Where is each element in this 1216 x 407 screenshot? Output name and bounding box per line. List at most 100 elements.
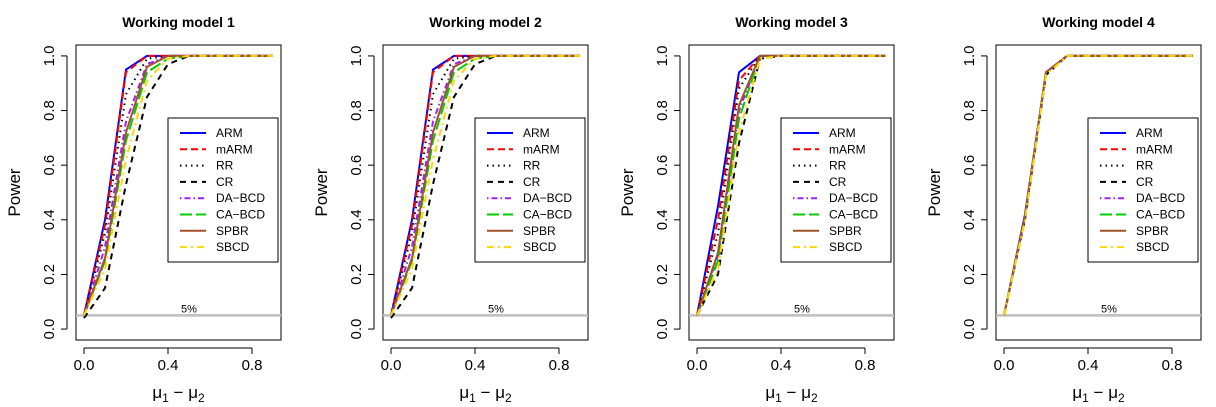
- reference-label: 5%: [1101, 303, 1117, 315]
- y-tick-label: 0.0: [41, 319, 58, 340]
- series-line-sbcd: [696, 54, 886, 316]
- series-line-spbr: [83, 54, 273, 316]
- y-axis-label: Power: [5, 168, 24, 217]
- x-axis-label: μ1 − μ2: [152, 383, 205, 405]
- plot-frame: [75, 44, 282, 341]
- y-axis-label: Power: [925, 168, 944, 217]
- y-tick-label: 0.4: [348, 209, 365, 230]
- legend-entry: ARM: [1136, 126, 1163, 140]
- legend-entry: CA−BCD: [216, 208, 265, 222]
- x-tick-label: 0.4: [1078, 357, 1099, 374]
- reference-label: 5%: [181, 303, 197, 315]
- plot-frame: [995, 44, 1202, 341]
- y-tick-label: 1.0: [348, 45, 365, 66]
- legend-box: [1087, 117, 1199, 263]
- panel-title: Working model 4: [1042, 14, 1155, 30]
- legend-entry: ARM: [829, 126, 856, 140]
- y-tick-label: 0.2: [654, 264, 671, 285]
- x-tick-label: 0.8: [549, 357, 570, 374]
- x-axis-label: μ1 − μ2: [1072, 383, 1125, 405]
- legend-entry: DA−BCD: [523, 191, 572, 205]
- legend-entry: mARM: [829, 142, 866, 156]
- legend-entry: DA−BCD: [829, 191, 878, 205]
- panel-title: Working model 1: [122, 14, 235, 30]
- series-line-sbcd: [83, 54, 273, 316]
- y-tick-label: 0.6: [961, 155, 978, 176]
- legend-entry: SBCD: [1136, 240, 1170, 254]
- legend-entry: ARM: [216, 126, 243, 140]
- x-tick-label: 0.0: [381, 357, 402, 374]
- x-tick-label: 0.4: [158, 357, 179, 374]
- legend-entry: SBCD: [216, 240, 250, 254]
- legend-entry: SPBR: [216, 224, 249, 238]
- y-axis-label: Power: [618, 168, 637, 217]
- y-tick-label: 0.6: [41, 155, 58, 176]
- x-tick-label: 0.4: [771, 357, 792, 374]
- legend-entry: RR: [216, 159, 234, 173]
- x-axis-label: μ1 − μ2: [459, 383, 512, 405]
- legend-entry: CR: [523, 175, 541, 189]
- legend: ARM mARM RR CR DA−BCD CA−BCD SPBR SBCD: [474, 117, 586, 263]
- panel-3: Working model 3 5% 0.0 0.2 0.4 0.6 0.8 1.0 0.0 0.…: [618, 14, 895, 405]
- legend-entry: DA−BCD: [216, 191, 265, 205]
- legend-entry: RR: [829, 159, 847, 173]
- y-tick-label: 0.6: [654, 155, 671, 176]
- panel-2: Working model 2 5% 0.0 0.2 0.4 0.6 0.8 1.0 0.0 0.…: [312, 14, 589, 405]
- legend-entry: ARM: [523, 126, 550, 140]
- panel-1: Working model 1 5% 0.0 0.2 0.4 0.6 0.8 1.0 0.0 0.…: [5, 14, 282, 405]
- legend-entry: CR: [829, 175, 847, 189]
- legend-entry: SPBR: [523, 224, 556, 238]
- legend-entry: mARM: [523, 142, 560, 156]
- legend: ARM mARM RR CR DA−BCD CA−BCD SPBR SBCD: [167, 117, 279, 263]
- legend-entry: CR: [1136, 175, 1154, 189]
- legend-entry: CA−BCD: [829, 208, 878, 222]
- x-axis-label: μ1 − μ2: [765, 383, 818, 405]
- plot-frame: [688, 44, 895, 341]
- legend-entry: SBCD: [829, 240, 863, 254]
- y-tick-label: 0.2: [41, 264, 58, 285]
- y-tick-label: 0.6: [348, 155, 365, 176]
- legend-box: [167, 117, 279, 263]
- legend-entry: DA−BCD: [1136, 191, 1185, 205]
- legend: ARM mARM RR CR DA−BCD CA−BCD SPBR SBCD: [1087, 117, 1199, 263]
- series-line-spbr: [390, 54, 580, 316]
- y-tick-label: 0.4: [41, 209, 58, 230]
- y-axis-label: Power: [312, 168, 331, 217]
- x-tick-label: 0.0: [687, 357, 708, 374]
- x-tick-label: 0.8: [242, 357, 263, 374]
- y-tick-label: 0.4: [961, 209, 978, 230]
- y-tick-label: 0.8: [41, 100, 58, 121]
- legend-entry: SPBR: [1136, 224, 1169, 238]
- legend-entry: mARM: [216, 142, 253, 156]
- reference-label: 5%: [794, 303, 810, 315]
- legend-entry: CA−BCD: [1136, 208, 1185, 222]
- x-tick-label: 0.4: [465, 357, 486, 374]
- series-line-sbcd: [1003, 54, 1193, 316]
- legend-box: [780, 117, 892, 263]
- y-tick-label: 0.2: [961, 264, 978, 285]
- reference-label: 5%: [488, 303, 504, 315]
- legend-entry: CA−BCD: [523, 208, 572, 222]
- y-tick-label: 0.8: [654, 100, 671, 121]
- y-tick-label: 0.0: [348, 319, 365, 340]
- y-tick-label: 0.0: [961, 319, 978, 340]
- y-tick-label: 0.0: [654, 319, 671, 340]
- legend-entry: SBCD: [523, 240, 557, 254]
- y-tick-label: 1.0: [41, 45, 58, 66]
- x-tick-label: 0.0: [994, 357, 1015, 374]
- y-tick-label: 1.0: [961, 45, 978, 66]
- series-line-sbcd: [390, 54, 580, 316]
- panel-title: Working model 2: [429, 14, 542, 30]
- legend: ARM mARM RR CR DA−BCD CA−BCD SPBR SBCD: [780, 117, 892, 263]
- panel-4: Working model 4 5% 0.0 0.2 0.4 0.6 0.8 1.0 0.0 0.…: [925, 14, 1202, 405]
- y-tick-label: 0.8: [961, 100, 978, 121]
- plot-frame: [382, 44, 589, 341]
- y-tick-label: 0.8: [348, 100, 365, 121]
- legend-entry: SPBR: [829, 224, 862, 238]
- y-tick-label: 0.4: [654, 209, 671, 230]
- legend-entry: CR: [216, 175, 234, 189]
- legend-entry: RR: [523, 159, 541, 173]
- y-tick-label: 1.0: [654, 45, 671, 66]
- legend-box: [474, 117, 586, 263]
